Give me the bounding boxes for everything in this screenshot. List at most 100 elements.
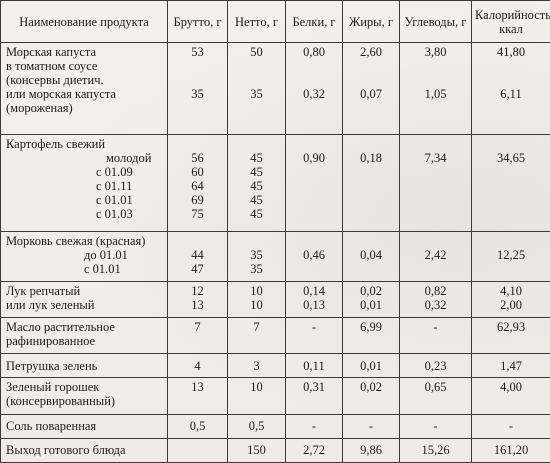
cell-calories: 62,93 — [471, 317, 550, 355]
cell-netto: 45 45 45 45 45 — [227, 134, 286, 232]
cell-carbs: 0,82 0,32 — [399, 280, 472, 319]
cell-protein: 2,72 — [285, 437, 343, 463]
cell-netto: 7 — [227, 317, 286, 355]
header-carbs: Углеводы, г — [399, 0, 472, 43]
product-subitem: молодой — [106, 151, 152, 166]
cell-protein: 0,14 0,13 — [285, 280, 343, 319]
cell-carbs: 2,42 — [399, 230, 472, 282]
value-netto: 45 — [250, 151, 263, 166]
header-brutto: Брутто, г — [167, 0, 228, 43]
table-row-sea-cabbage: Морская капуста в томатном соусе (консер… — [0, 41, 550, 136]
value-protein: 0,14 — [303, 283, 325, 298]
value-carbs: 2,42 — [424, 247, 447, 262]
cell-carbs: 3,80 1,05 — [399, 41, 472, 136]
cell-carbs: 15,26 — [399, 437, 472, 463]
cell-calories: 4,10 2,00 — [471, 280, 550, 319]
value-protein: 0,46 — [303, 247, 325, 262]
cell-brutto — [167, 437, 228, 463]
value-carbs: 0,82 — [424, 283, 447, 298]
cell-product: Картофель свежий молодой с 01.09 с 01.11… — [0, 134, 168, 232]
table-row-peas: Зеленый горошек (консервированный) 13 10… — [0, 377, 550, 415]
value-brutto: 47 — [191, 261, 204, 276]
value-calories: 4,10 — [500, 283, 522, 298]
value-carbs: 7,34 — [424, 151, 447, 166]
cell-brutto: 53 35 — [167, 41, 228, 136]
value-netto: 35 — [250, 261, 263, 276]
cell-calories: 161,20 — [471, 437, 550, 463]
product-subitem: с 01.09 — [96, 165, 133, 180]
cell-netto: 50 35 — [227, 41, 286, 136]
value-fat: 0,04 — [360, 247, 382, 262]
value-carbs: 3,80 — [424, 45, 447, 59]
table-row-oil: Масло растительное рафинированное 7 7 - … — [0, 317, 550, 355]
cell-fat: 0,01 — [342, 353, 400, 379]
cell-product: Лук репчатый или лук зеленый — [0, 280, 168, 319]
product-subitem: с 01.11 — [96, 179, 133, 194]
cell-calories: 12,25 — [471, 230, 550, 282]
cell-fat: - — [342, 413, 400, 439]
cell-product: Зеленый горошек (консервированный) — [0, 377, 168, 415]
cell-brutto: 13 — [167, 377, 228, 415]
value-brutto: 12 — [191, 283, 204, 298]
cell-fat: 0,02 — [342, 377, 400, 415]
value-protein: 0,13 — [303, 297, 325, 312]
cell-carbs: 0,23 — [399, 353, 472, 379]
cell-protein: 0,11 — [285, 353, 343, 379]
cell-fat: 2,60 0,07 — [342, 41, 400, 136]
value-calories: 6,11 — [500, 87, 522, 101]
cell-protein: 0,90 — [285, 134, 343, 232]
cell-product: Соль поваренная — [0, 413, 168, 439]
product-name-line: Зеленый горошек — [6, 380, 100, 395]
table-row-onion: Лук репчатый или лук зеленый 12 13 10 10… — [0, 280, 550, 319]
table-row-salt: Соль поваренная 0,5 0,5 - - - - — [0, 413, 550, 439]
value-fat: 0,18 — [360, 151, 382, 166]
cell-protein: 0,46 — [285, 230, 343, 282]
value-netto: 35 — [250, 87, 263, 101]
cell-calories: 34,65 — [471, 134, 550, 232]
product-subitem: с 01.03 — [96, 207, 133, 222]
cell-protein: - — [285, 413, 343, 439]
product-name-line: Масло растительное — [6, 320, 115, 335]
cell-calories: 41,80 6,11 — [471, 41, 550, 136]
cell-brutto: 7 — [167, 317, 228, 355]
cell-protein: 0,80 0,32 — [285, 41, 343, 136]
value-protein: 0,90 — [303, 151, 325, 166]
cell-netto: 150 — [227, 437, 286, 463]
cell-calories: - — [471, 413, 550, 439]
value-netto: 10 — [250, 297, 263, 312]
product-subitem: с 01.01 — [96, 193, 133, 208]
cell-brutto: 44 47 — [167, 230, 228, 282]
value-brutto: 69 — [191, 193, 204, 208]
cell-fat: 9,86 — [342, 437, 400, 463]
cell-product: Морская капуста в томатном соусе (консер… — [0, 41, 168, 136]
header-protein: Белки, г — [285, 0, 343, 43]
header-product: Наименование продукта — [0, 0, 168, 43]
cell-fat: 0,18 — [342, 134, 400, 232]
value-carbs: 1,05 — [424, 87, 447, 101]
cell-product: Выход готового блюда — [0, 437, 168, 463]
value-brutto: 35 — [191, 87, 204, 101]
table-row-total: Выход готового блюда 150 2,72 9,86 15,26… — [0, 437, 550, 463]
value-brutto: 64 — [191, 179, 204, 194]
value-netto: 45 — [250, 193, 263, 208]
cell-brutto: 0,5 — [167, 413, 228, 439]
value-fat: 0,02 — [360, 283, 382, 298]
cell-protein: 0,31 — [285, 377, 343, 415]
value-calories: 34,65 — [496, 151, 526, 166]
header-netto: Нетто, г — [227, 0, 286, 43]
product-subitem: до 01.01 — [84, 247, 128, 262]
cell-carbs: - — [399, 413, 472, 439]
product-name-line: рафинированное — [6, 334, 96, 349]
value-netto: 45 — [250, 207, 263, 222]
product-name-line: (мороженая) — [6, 101, 73, 115]
value-netto: 35 — [250, 247, 263, 262]
cell-brutto: 56 60 64 69 75 — [167, 134, 228, 232]
cell-product: Петрушка зелень — [0, 353, 168, 379]
value-netto: 45 — [250, 165, 263, 180]
value-brutto: 53 — [191, 45, 204, 59]
value-fat: 2,60 — [360, 45, 382, 59]
header-fat: Жиры, г — [342, 0, 400, 43]
value-brutto: 13 — [191, 297, 204, 312]
table-row-carrot: Морковь свежая (красная) до 01.01 с 01.0… — [0, 230, 550, 282]
